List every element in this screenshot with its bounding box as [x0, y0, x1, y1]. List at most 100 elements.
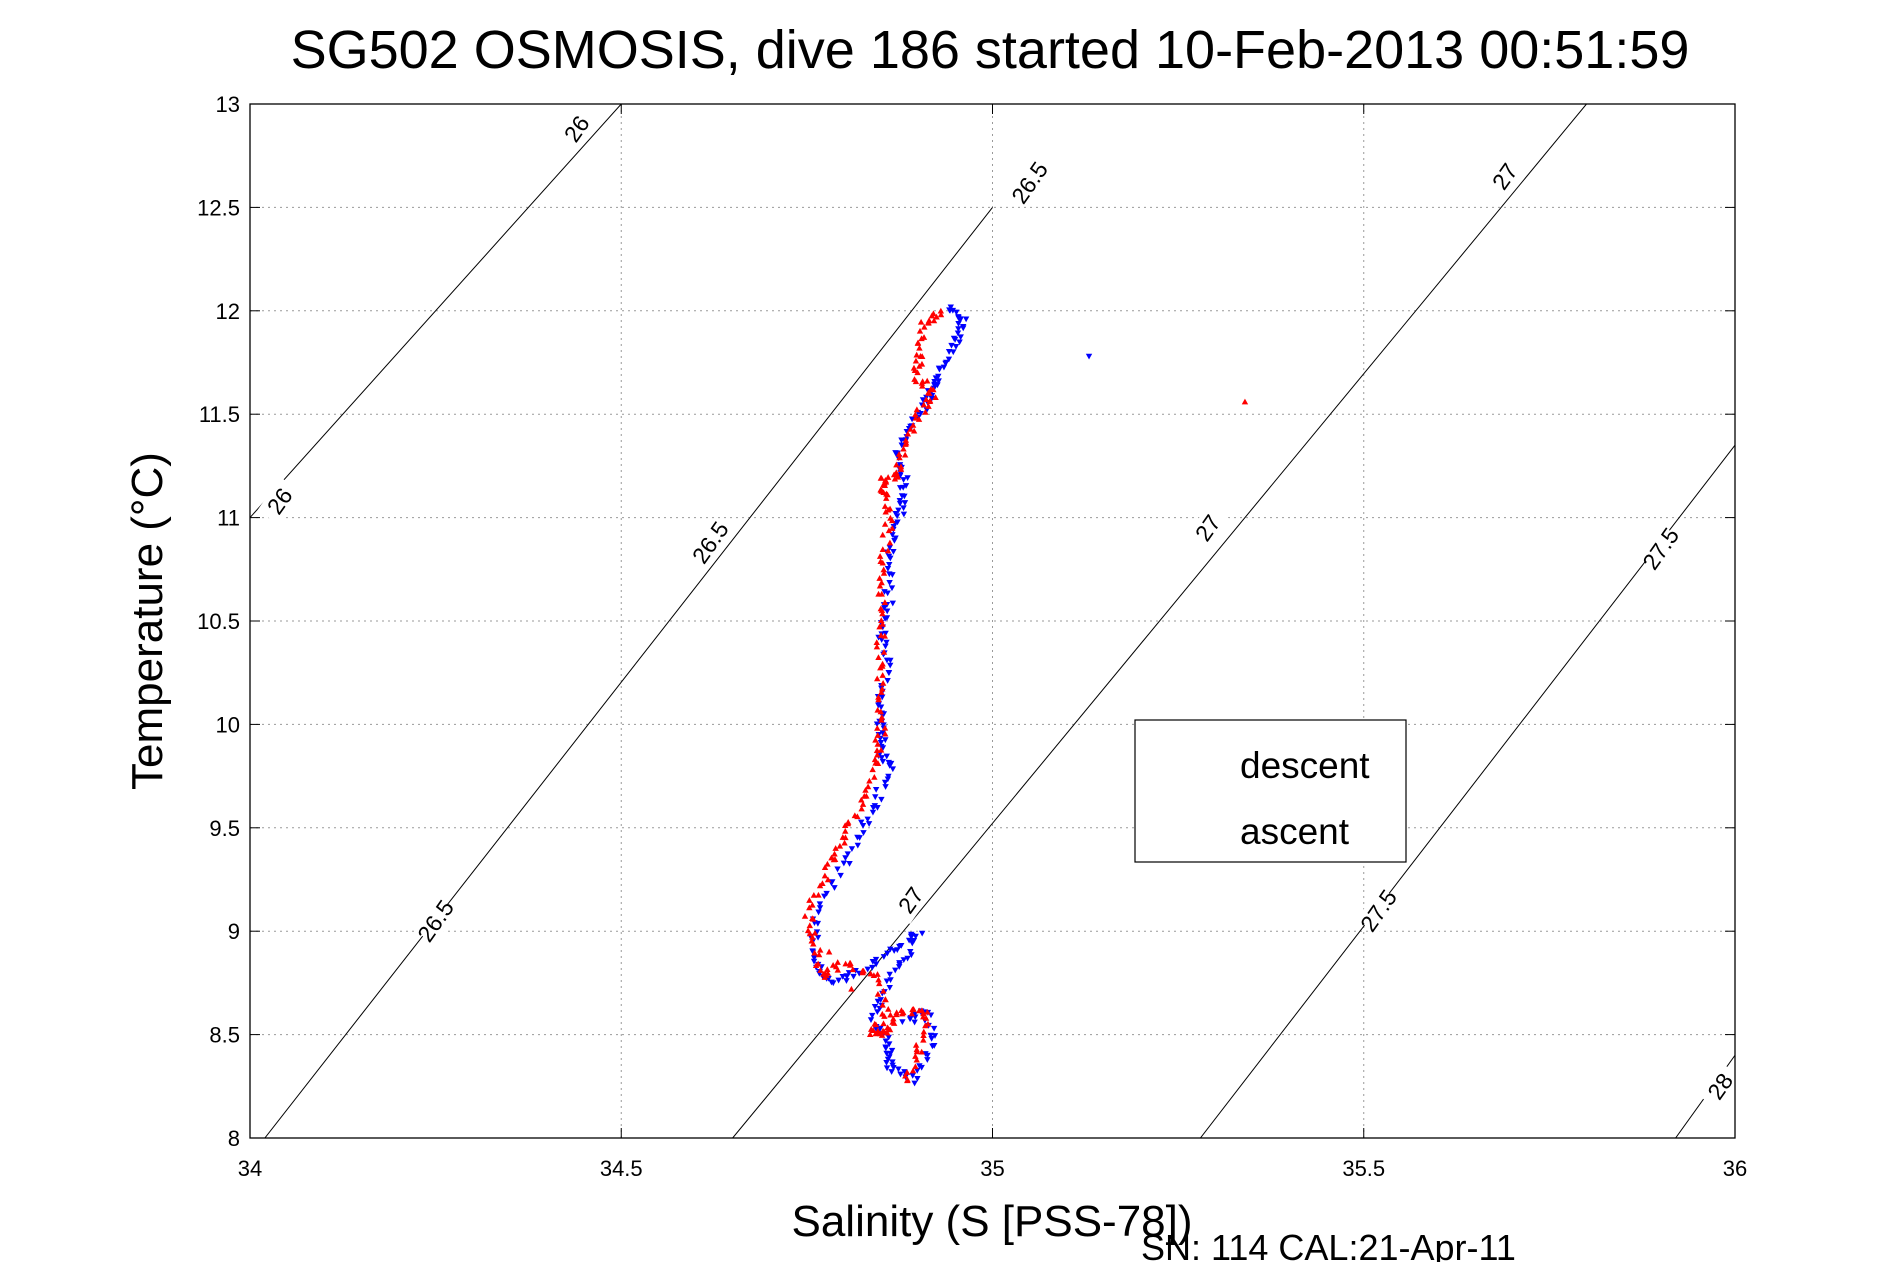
descent-point — [896, 960, 903, 966]
descent-point — [816, 905, 824, 912]
descent-point — [900, 511, 908, 518]
y-axis-label: Temperature (°C) — [123, 452, 172, 790]
ascent-point — [901, 451, 909, 458]
ascent-point — [867, 970, 874, 977]
descent-point — [886, 662, 894, 669]
ascent-point — [821, 974, 828, 980]
ascent-point — [880, 566, 887, 573]
descent-point — [816, 901, 824, 908]
ascent-point — [815, 891, 822, 898]
y-tick-label: 8.5 — [209, 1023, 240, 1048]
ascent-point — [832, 845, 839, 851]
descent-point — [872, 794, 879, 801]
ascent-point — [913, 406, 921, 413]
ascent-point — [831, 850, 838, 857]
ascent-point — [907, 426, 914, 432]
ascent-point — [879, 621, 886, 627]
descent-point — [898, 442, 905, 449]
descent-point — [880, 954, 888, 960]
descent-point — [908, 952, 915, 959]
descent-point — [940, 364, 948, 371]
ascent-point — [933, 313, 940, 320]
ascent-point — [924, 377, 931, 384]
ascent-point — [871, 756, 879, 763]
ascent-point — [885, 1006, 892, 1012]
contour-label: 27.5 — [1637, 523, 1684, 575]
ascent-point — [875, 654, 882, 660]
ascent-point — [878, 685, 886, 692]
descent-point — [962, 316, 970, 323]
descent-point — [850, 973, 857, 980]
descent-point — [956, 339, 963, 346]
ascent-point — [876, 582, 884, 589]
ascent-point — [880, 1020, 887, 1027]
ascent-point — [828, 854, 835, 861]
ascent-point — [877, 605, 885, 612]
descent-point — [869, 958, 877, 965]
descent-point — [881, 605, 888, 612]
ascent-point — [912, 411, 919, 418]
ascent-point — [925, 403, 932, 409]
descent-point — [887, 946, 894, 953]
descent-point — [886, 579, 893, 586]
ascent-point — [918, 1048, 925, 1055]
ascent-point — [872, 1021, 880, 1028]
ascent-point — [824, 966, 831, 972]
ascent-point — [932, 394, 939, 401]
ascent-point — [937, 311, 945, 318]
ascent-point — [896, 454, 903, 461]
ascent-point — [873, 747, 881, 754]
ascent-point — [844, 820, 852, 827]
descent-point — [886, 984, 893, 991]
descent-point — [881, 615, 889, 622]
ascent-point — [872, 1030, 879, 1037]
ascent-point — [904, 1076, 911, 1083]
ascent-point — [874, 675, 881, 682]
descent-point — [914, 1067, 921, 1074]
ascent-point — [876, 575, 883, 581]
ascent-point — [870, 972, 878, 979]
descent-point — [882, 643, 889, 650]
descent-point — [886, 971, 893, 978]
ascent-point — [920, 1013, 927, 1020]
ascent-point — [879, 660, 886, 667]
ascent-point — [926, 398, 933, 405]
ascent-point — [880, 987, 887, 994]
contour-label-bg — [1185, 504, 1230, 552]
ascent-point — [900, 445, 907, 452]
ascent-point — [883, 495, 890, 501]
contour-label-bg — [257, 477, 302, 525]
ascent-point — [858, 796, 865, 803]
ascent-point — [897, 463, 905, 470]
descent-point — [874, 804, 881, 811]
ascent-point — [894, 473, 902, 480]
descent-point — [886, 544, 894, 551]
x-axis-label: Salinity (S [PSS-78]) — [791, 1197, 1192, 1246]
ascent-point — [878, 579, 885, 586]
descent-point — [919, 397, 927, 403]
descent-point — [854, 842, 862, 849]
ascent-point — [876, 553, 884, 559]
descent-point — [877, 997, 884, 1003]
descent-point — [877, 739, 885, 746]
descent-point — [908, 416, 916, 423]
ascent-point — [814, 960, 822, 967]
ascent-point — [904, 430, 912, 437]
density-contour — [732, 104, 1587, 1138]
descent-point — [955, 326, 962, 333]
ascent-point — [817, 967, 824, 973]
descent-point — [882, 1038, 889, 1045]
contour-label: 26.5 — [687, 517, 734, 569]
descent-point — [888, 1047, 896, 1054]
ascent-point — [877, 558, 884, 564]
descent-point — [872, 956, 880, 963]
density-contour — [250, 104, 622, 518]
descent-point — [893, 513, 901, 520]
density-contour — [264, 207, 993, 1138]
ascent-point — [874, 971, 881, 977]
ascent-point — [913, 351, 920, 358]
ascent-point — [866, 1031, 874, 1038]
descent-point — [892, 967, 899, 974]
descent-point — [872, 786, 880, 793]
descent-point — [859, 822, 867, 829]
